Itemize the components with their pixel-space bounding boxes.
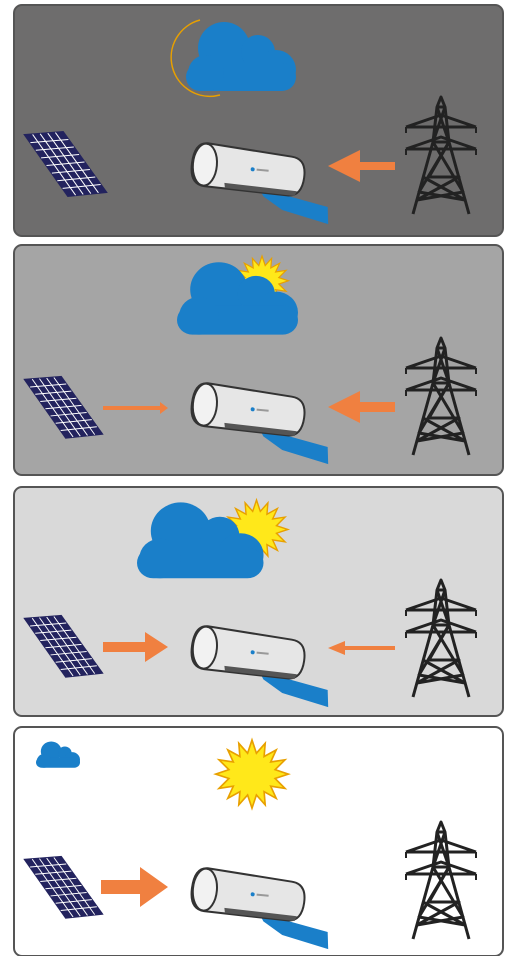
page: (() => { const data = JSON.parse(documen…: [0, 0, 513, 956]
panel-partly-sunny: [14, 487, 503, 716]
diagram: [0, 0, 513, 956]
panel-night: [14, 5, 503, 236]
panel-cloudy: [14, 245, 503, 475]
panel-sunny: [14, 727, 503, 956]
